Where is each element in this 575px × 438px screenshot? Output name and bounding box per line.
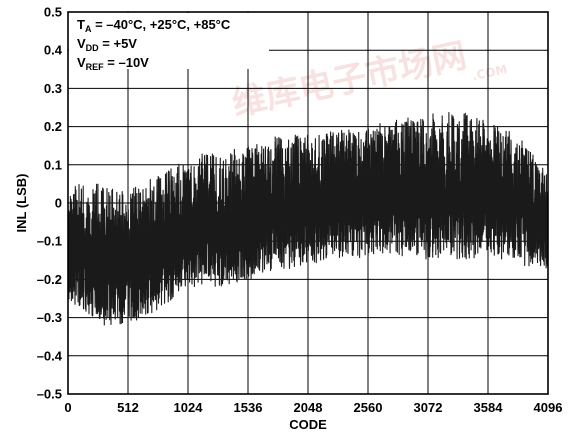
- x-tick-label-2560: 2560: [354, 400, 383, 415]
- y-tick-label-1: –0.4: [37, 348, 63, 363]
- y-tick-label-2: –0.3: [37, 310, 62, 325]
- watermark: 维库电子市场网 .COM: [229, 36, 509, 125]
- x-tick-label-512: 512: [117, 400, 139, 415]
- y-tick-label-6: 0.1: [44, 157, 62, 172]
- x-tick-label-3072: 3072: [414, 400, 443, 415]
- y-axis-title: INL (LSB): [14, 174, 29, 233]
- y-tick-label-10: 0.5: [44, 5, 62, 20]
- x-tick-label-3584: 3584: [474, 400, 504, 415]
- plot-border: [67, 11, 549, 395]
- x-tick-label-1024: 1024: [174, 400, 204, 415]
- y-tick-label-7: 0.2: [44, 119, 62, 134]
- x-tick-label-4096: 4096: [534, 400, 563, 415]
- conditions-box: TA = –40°C, +25°C, +85°C VDD = +5V VREF = …: [69, 13, 269, 72]
- x-axis-title: CODE: [289, 417, 327, 432]
- y-tick-label-0: –0.5: [37, 387, 62, 402]
- y-tick-label-9: 0.4: [44, 43, 63, 58]
- watermark-subtext: .COM: [471, 62, 509, 83]
- inl-trace-3: [67, 115, 549, 326]
- x-tick-label-1536: 1536: [234, 400, 263, 415]
- y-tick-label-8: 0.3: [44, 81, 62, 96]
- y-tick-label-3: –0.2: [37, 272, 62, 287]
- x-tick-label-0: 0: [64, 400, 71, 415]
- condition-line-3: VREF = –10V: [77, 55, 149, 72]
- condition-line-2: VDD = +5V: [77, 36, 137, 53]
- conditions-background: [69, 13, 269, 69]
- x-tick-label-2048: 2048: [294, 400, 323, 415]
- y-tick-label-5: 0: [55, 196, 62, 211]
- plot-frame: [67, 11, 549, 395]
- inl-series: [67, 112, 549, 326]
- condition-line-1: TA = –40°C, +25°C, +85°C: [77, 17, 231, 34]
- y-tick-label-4: –0.1: [37, 234, 62, 249]
- tick-labels: 0 512 1024 1536 2048 2560 3072 3584 4096 –0.5 –0.4…: [37, 5, 563, 416]
